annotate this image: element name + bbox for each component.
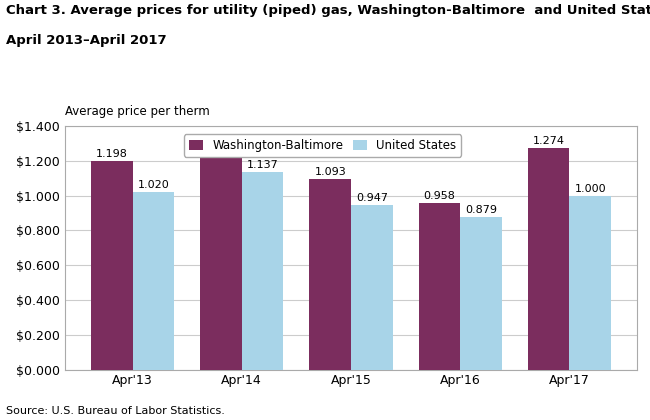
Bar xyxy=(242,172,283,370)
Text: Chart 3. Average prices for utility (piped) gas, Washington-Baltimore  and Unite: Chart 3. Average prices for utility (pip… xyxy=(6,4,650,17)
Bar xyxy=(351,205,393,370)
Legend: Washington-Baltimore, United States: Washington-Baltimore, United States xyxy=(184,134,461,157)
Text: 1.274: 1.274 xyxy=(533,136,565,146)
Bar xyxy=(200,156,242,370)
Text: 1.020: 1.020 xyxy=(137,180,169,190)
Bar xyxy=(91,161,133,370)
Bar xyxy=(309,179,351,370)
Text: 1.229: 1.229 xyxy=(205,144,237,154)
Text: April 2013–April 2017: April 2013–April 2017 xyxy=(6,34,167,47)
Bar xyxy=(419,203,460,370)
Text: Average price per therm: Average price per therm xyxy=(65,105,210,118)
Text: 0.947: 0.947 xyxy=(356,193,388,203)
Text: 1.198: 1.198 xyxy=(96,149,127,159)
Text: 1.000: 1.000 xyxy=(575,184,606,194)
Bar xyxy=(528,148,569,370)
Bar xyxy=(460,217,502,370)
Bar xyxy=(569,196,611,370)
Text: Source: U.S. Bureau of Labor Statistics.: Source: U.S. Bureau of Labor Statistics. xyxy=(6,406,226,416)
Text: 0.879: 0.879 xyxy=(465,205,497,215)
Text: 0.958: 0.958 xyxy=(424,191,456,201)
Bar xyxy=(133,192,174,370)
Text: 1.137: 1.137 xyxy=(246,160,278,170)
Text: 1.093: 1.093 xyxy=(315,167,346,177)
